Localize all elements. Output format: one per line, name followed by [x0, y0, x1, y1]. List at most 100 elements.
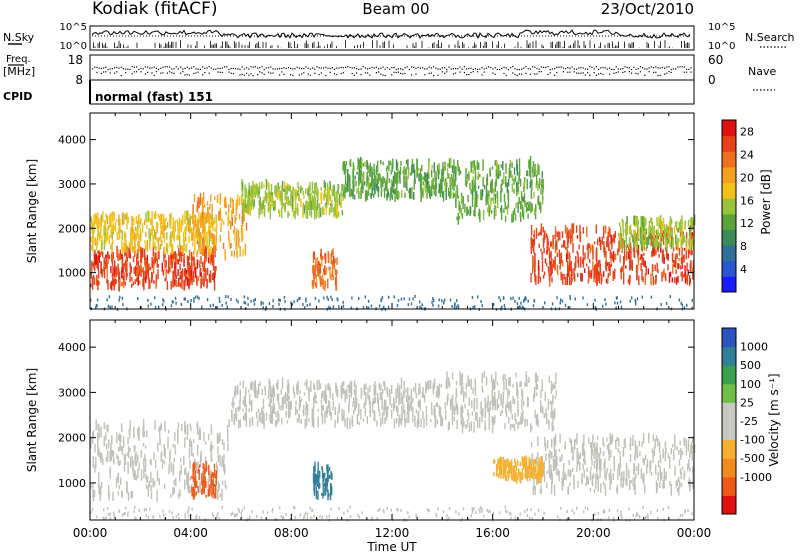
- scatter-cell: [292, 186, 294, 191]
- scatter-cell: [663, 468, 665, 478]
- scatter-cell: [410, 302, 413, 306]
- scatter-cell: [267, 192, 269, 199]
- scatter-cell: [245, 404, 247, 416]
- freq-point: [272, 68, 274, 70]
- scatter-cell: [328, 385, 330, 391]
- scatter-cell: [521, 305, 523, 309]
- scatter-cell: [512, 296, 514, 300]
- scatter-cell: [406, 187, 408, 191]
- scatter-cell: [185, 227, 188, 231]
- scatter-cell: [397, 388, 399, 399]
- scatter-cell: [245, 386, 247, 395]
- scatter-cell: [519, 212, 522, 218]
- scatter-cell: [593, 489, 596, 494]
- scatter-cell: [152, 225, 155, 232]
- scatter-cell: [502, 403, 504, 409]
- scatter-cell: [451, 165, 454, 173]
- scatter-cell: [485, 376, 488, 386]
- scatter-cell: [273, 393, 275, 398]
- scatter-cell: [410, 406, 413, 411]
- scatter-cell: [419, 300, 421, 304]
- scatter-cell: [312, 280, 314, 289]
- scatter-cell: [267, 181, 269, 188]
- scatter-cell: [322, 279, 324, 290]
- colorbar-segment: [722, 245, 736, 262]
- scatter-cell: [345, 164, 347, 174]
- scatter-cell: [609, 228, 611, 238]
- scatter-cell: [625, 265, 627, 269]
- scatter-cell: [362, 418, 365, 422]
- scatter-cell: [172, 217, 174, 223]
- scatter-cell: [473, 209, 475, 216]
- scatter-cell: [369, 385, 371, 393]
- scatter-cell: [224, 480, 226, 488]
- scatter-cell: [454, 179, 456, 187]
- scatter-cell: [107, 424, 109, 433]
- scatter-cell: [332, 401, 334, 406]
- scatter-cell: [612, 234, 614, 243]
- scatter-cell: [320, 404, 323, 416]
- scatter-cell: [309, 303, 311, 307]
- scatter-cell: [322, 274, 324, 282]
- freq-point: [466, 68, 468, 70]
- scatter-cell: [179, 272, 182, 276]
- scatter-cell: [681, 303, 684, 307]
- scatter-cell: [551, 262, 553, 275]
- freq-point: [417, 66, 419, 68]
- scatter-cell: [395, 159, 398, 171]
- scatter-cell: [642, 473, 644, 481]
- scatter-cell: [311, 199, 313, 211]
- scatter-cell: [426, 172, 429, 184]
- scatter-cell: [212, 303, 214, 307]
- freq-point: [624, 66, 626, 68]
- scatter-cell: [215, 246, 217, 251]
- scatter-cell: [97, 258, 100, 268]
- scatter-cell: [245, 414, 248, 427]
- scatter-cell: [227, 430, 229, 443]
- scatter-cell: [617, 468, 619, 480]
- scatter-cell: [216, 306, 218, 310]
- scatter-cell: [246, 204, 248, 214]
- scatter-cell: [527, 213, 529, 219]
- scatter-cell: [431, 165, 433, 169]
- scatter-cell: [110, 451, 112, 461]
- scatter-cell: [554, 248, 557, 254]
- scatter-cell: [645, 246, 647, 251]
- nave-point: [664, 73, 666, 75]
- scatter-cell: [541, 252, 544, 260]
- scatter-cell: [555, 372, 557, 384]
- scatter-cell: [532, 241, 535, 251]
- freq-point: [576, 68, 578, 70]
- frequency-panel: Freq. [MHz] 18 8 60 0 Nave: [3, 53, 776, 91]
- scatter-cell: [393, 189, 395, 194]
- scatter-cell: [563, 463, 565, 471]
- scatter-cell: [129, 243, 131, 248]
- scatter-cell: [96, 304, 98, 308]
- scatter-cell: [487, 395, 489, 406]
- scatter-cell: [343, 381, 345, 386]
- scatter-cell: [144, 239, 146, 244]
- scatter-cell: [299, 400, 301, 408]
- scatter-cell: [258, 414, 260, 421]
- scatter-cell: [367, 179, 370, 192]
- scatter-cell: [135, 226, 137, 232]
- scatter-cell: [473, 421, 475, 433]
- scatter-cell: [335, 279, 338, 291]
- scatter-cell: [196, 275, 198, 284]
- scatter-cell: [519, 421, 521, 425]
- scatter-cell: [151, 223, 153, 235]
- scatter-cell: [195, 216, 197, 221]
- freq-point: [133, 66, 135, 68]
- scatter-cell: [210, 215, 212, 220]
- scatter-cell: [207, 230, 209, 234]
- scatter-cell: [411, 164, 413, 175]
- scatter-cell: [626, 226, 629, 235]
- freq-left-tick-bottom: 8: [75, 73, 83, 87]
- scatter-cell: [393, 402, 396, 409]
- scatter-cell: [223, 463, 226, 475]
- freq-point: [659, 67, 661, 69]
- scatter-cell: [241, 205, 244, 209]
- beam-title: Beam 00: [362, 0, 429, 18]
- scatter-cell: [334, 190, 336, 202]
- scatter-cell: [369, 169, 371, 176]
